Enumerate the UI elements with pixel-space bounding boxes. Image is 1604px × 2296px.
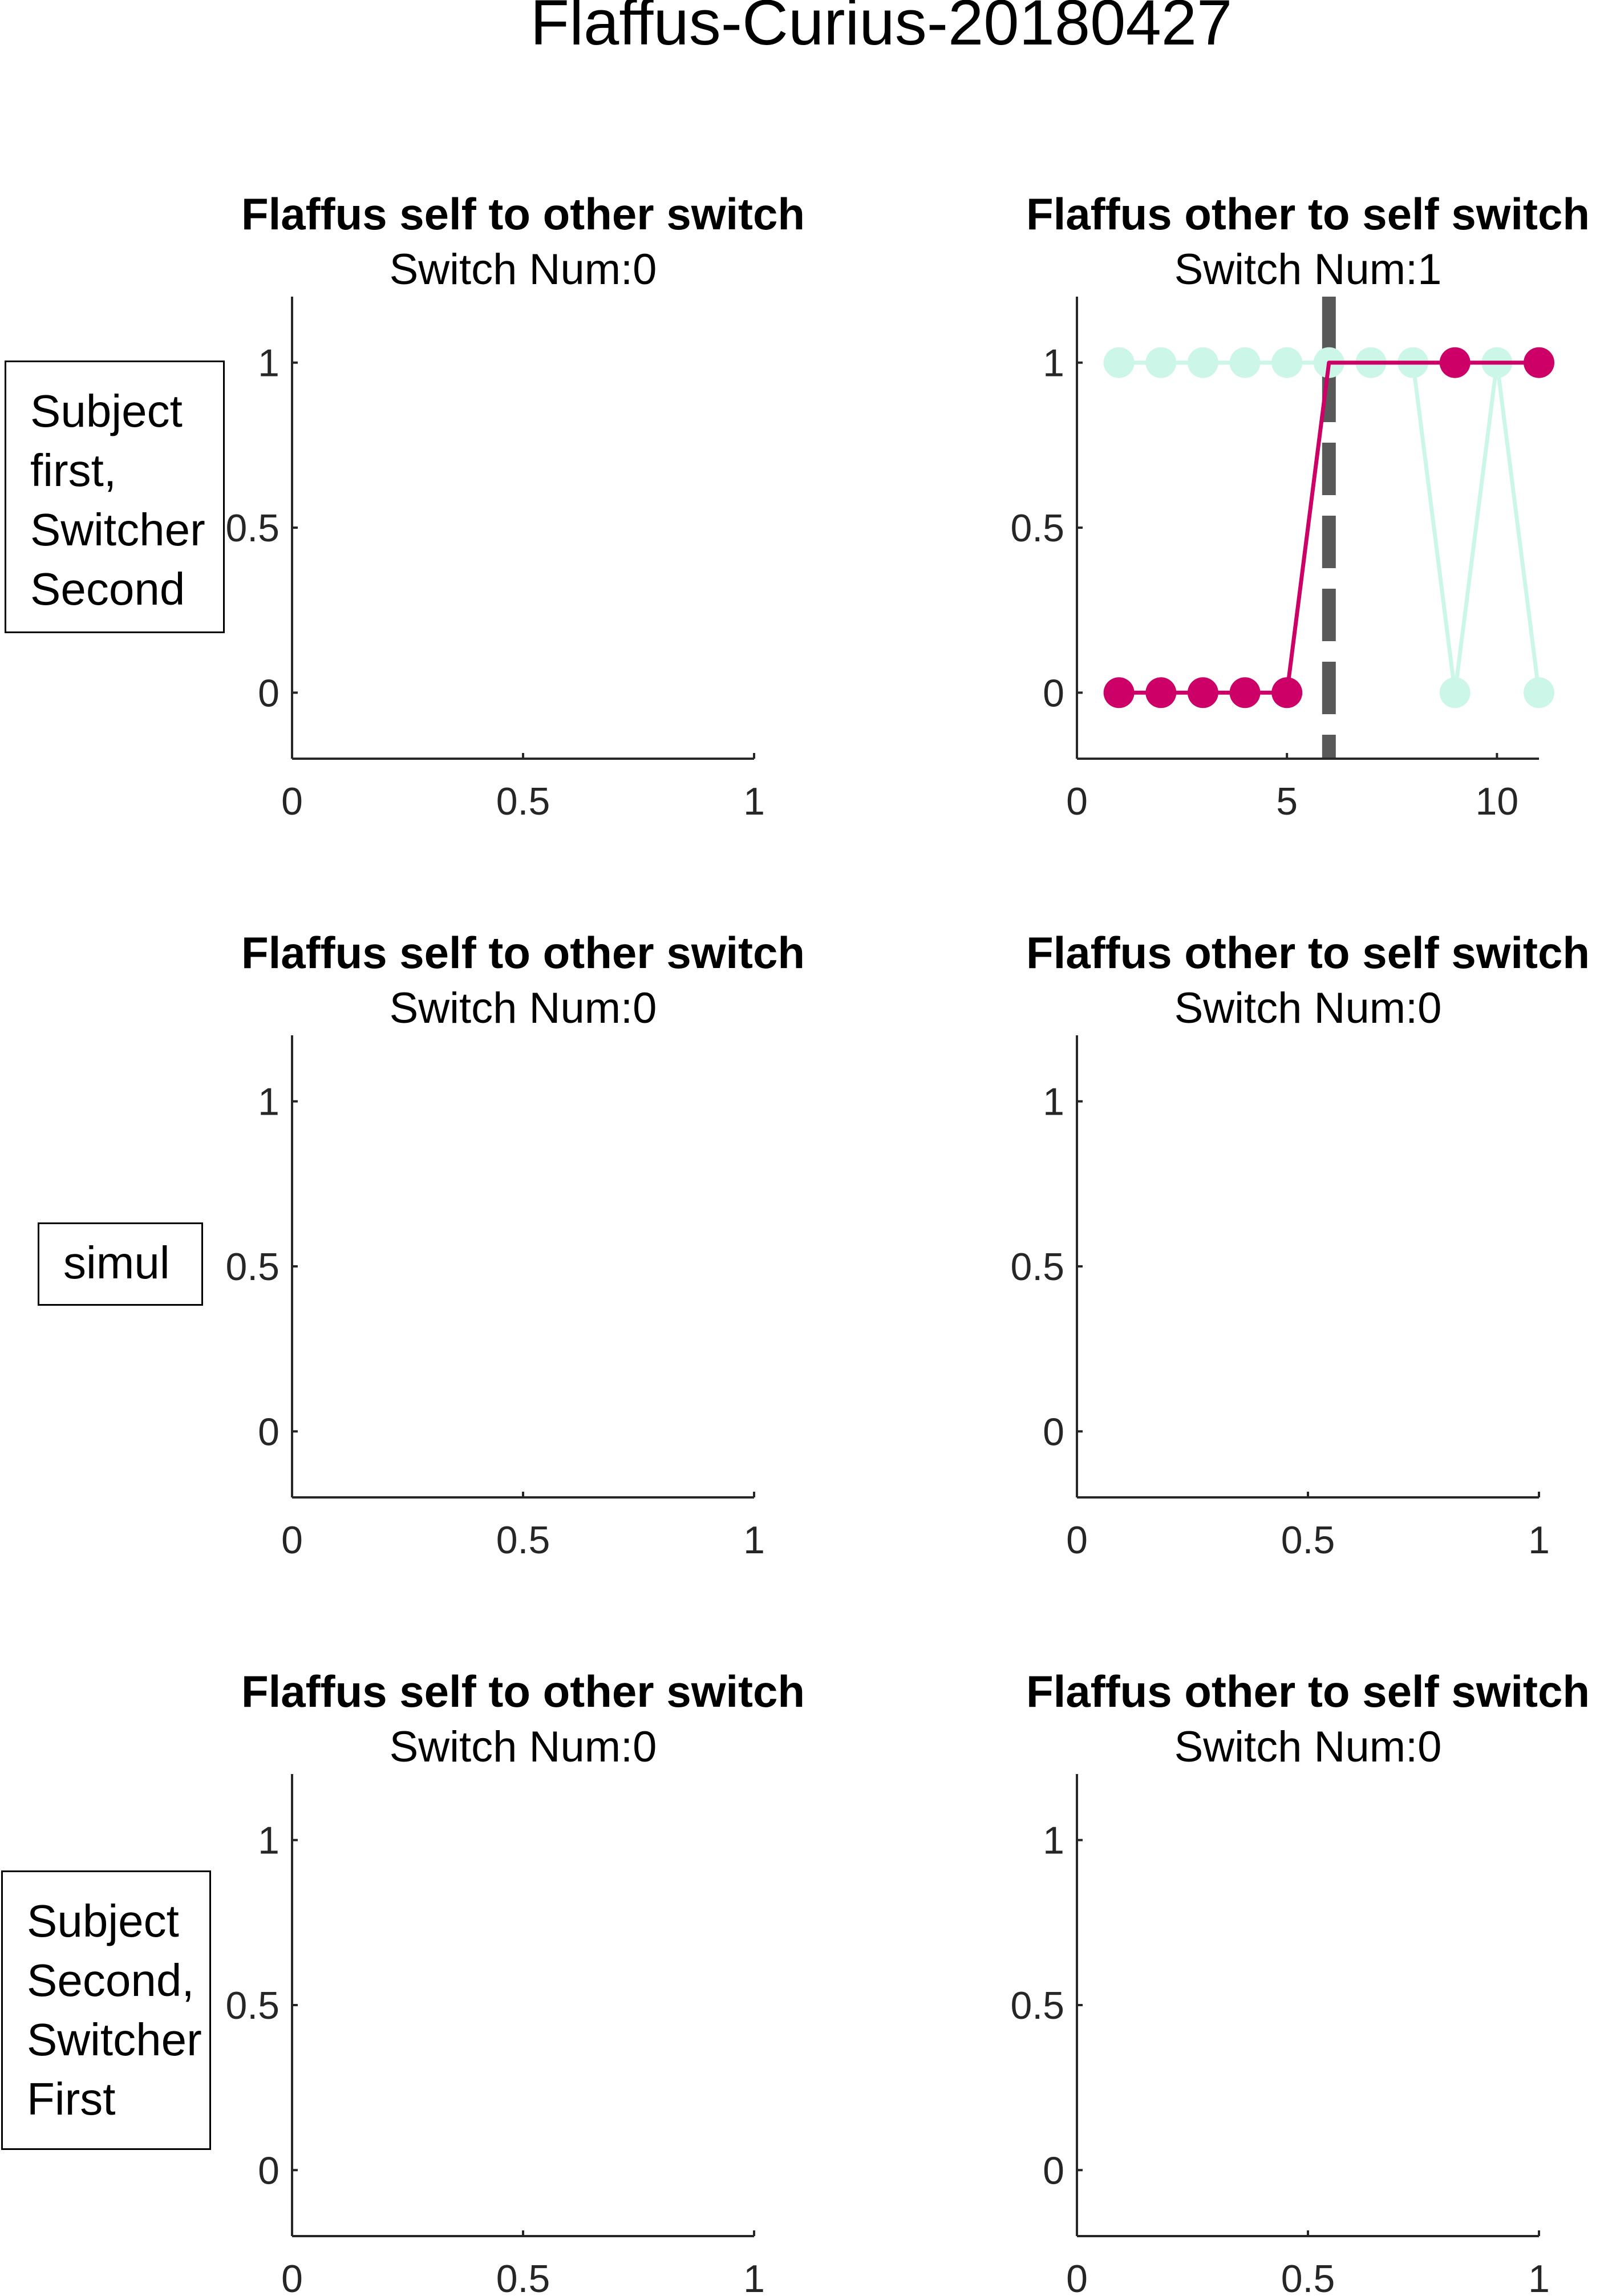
y-tick-label: 0.5 [1010,507,1064,550]
y-tick-label: 0.5 [225,1245,280,1289]
row-label-line: first, [30,445,117,496]
y-tick-label: 1 [258,342,280,385]
x-tick-label: 0.5 [1281,1518,1335,1562]
x-tick-label: 1 [743,780,765,823]
row-label-line: Second, [27,1955,195,2006]
figure-title: Flaffus-Curius-20180427 [530,0,1233,58]
x-tick-label: 0 [281,2257,303,2296]
y-tick-label: 0 [1043,671,1064,715]
row-label-line: Switcher [30,504,205,555]
row-label-line: simul [63,1237,170,1288]
subplot-panel: Flaffus other to self switch Switch Num:1… [1010,189,1590,823]
data-point [1103,347,1135,378]
y-tick-label: 1 [1043,1080,1064,1124]
x-tick-label: 0.5 [496,2257,550,2296]
subplot-panel: Flaffus self to other switch Switch Num:0… [225,928,805,1562]
y-tick-label: 0 [258,671,280,715]
subplot-panel: Flaffus self to other switch Switch Num:0… [225,189,805,823]
data-point [1524,347,1554,378]
x-tick-label: 0.5 [496,780,550,823]
y-tick-label: 0 [1043,2149,1064,2192]
subplot-title: Flaffus other to self switch [1026,1666,1590,1716]
x-tick-label: 5 [1276,780,1298,823]
y-tick-label: 0.5 [225,1984,280,2027]
data-point [1229,347,1261,378]
data-point [1145,677,1177,708]
subplot-subtitle: Switch Num:1 [1174,245,1442,294]
data-point [1271,677,1303,708]
subplot-title: Flaffus self to other switch [241,928,805,978]
row-label-subject-second: Subject Second, Switcher First [1,1870,211,2150]
data-point [1439,347,1471,378]
x-tick-label: 10 [1476,780,1519,823]
y-tick-label: 0 [258,2149,280,2192]
x-tick-label: 1 [1528,1518,1550,1562]
x-tick-label: 0 [281,1518,303,1562]
subplot-title: Flaffus self to other switch [241,1666,805,1716]
data-point [1103,677,1135,708]
subplot-panel: Flaffus other to self switch Switch Num:0… [1010,928,1590,1562]
y-tick-label: 0 [258,1410,280,1453]
row-label-simul: simul [38,1222,203,1306]
data-point [1187,677,1218,708]
subplot-subtitle: Switch Num:0 [1174,1723,1442,1771]
data-point [1524,677,1554,708]
x-tick-label: 0 [1066,1518,1088,1562]
subplot-title: Flaffus other to self switch [1026,928,1590,978]
y-tick-label: 1 [1043,1819,1064,1862]
row-label-line: Switcher [27,2014,202,2065]
row-label-line: Second [30,564,185,614]
x-tick-label: 0 [1066,780,1088,823]
data-point [1145,347,1177,378]
x-tick-label: 0.5 [496,1518,550,1562]
y-tick-label: 0.5 [1010,1984,1064,2027]
subplot-title: Flaffus self to other switch [241,189,805,239]
y-tick-label: 1 [258,1080,280,1124]
subplot-panel: Flaffus self to other switch Switch Num:0… [225,1666,805,2296]
row-label-line: Subject [30,386,183,436]
row-label-subject-first: Subject first, Switcher Second [5,361,225,633]
x-tick-label: 1 [743,2257,765,2296]
data-point [1229,677,1261,708]
data-point [1439,677,1471,708]
subplot-panel: Flaffus other to self switch Switch Num:0… [1010,1666,1590,2296]
subplot-title: Flaffus other to self switch [1026,189,1590,239]
row-label-line: Subject [27,1896,179,1946]
y-tick-label: 1 [1043,342,1064,385]
subplot-grid: Flaffus self to other switch Switch Num:0… [225,189,1590,2296]
row-label-line: First [27,2074,116,2124]
x-tick-label: 0 [1066,2257,1088,2296]
y-tick-label: 0.5 [225,507,280,550]
x-tick-label: 1 [743,1518,765,1562]
subplot-subtitle: Switch Num:0 [1174,984,1442,1032]
data-point [1271,347,1303,378]
y-tick-label: 1 [258,1819,280,1862]
x-tick-label: 0 [281,780,303,823]
data-point [1187,347,1218,378]
subplot-subtitle: Switch Num:0 [390,245,657,294]
subplot-subtitle: Switch Num:0 [390,1723,657,1771]
subplot-subtitle: Switch Num:0 [390,984,657,1032]
x-tick-label: 0.5 [1281,2257,1335,2296]
y-tick-label: 0 [1043,1410,1064,1453]
x-tick-label: 1 [1528,2257,1550,2296]
y-tick-label: 0.5 [1010,1245,1064,1289]
